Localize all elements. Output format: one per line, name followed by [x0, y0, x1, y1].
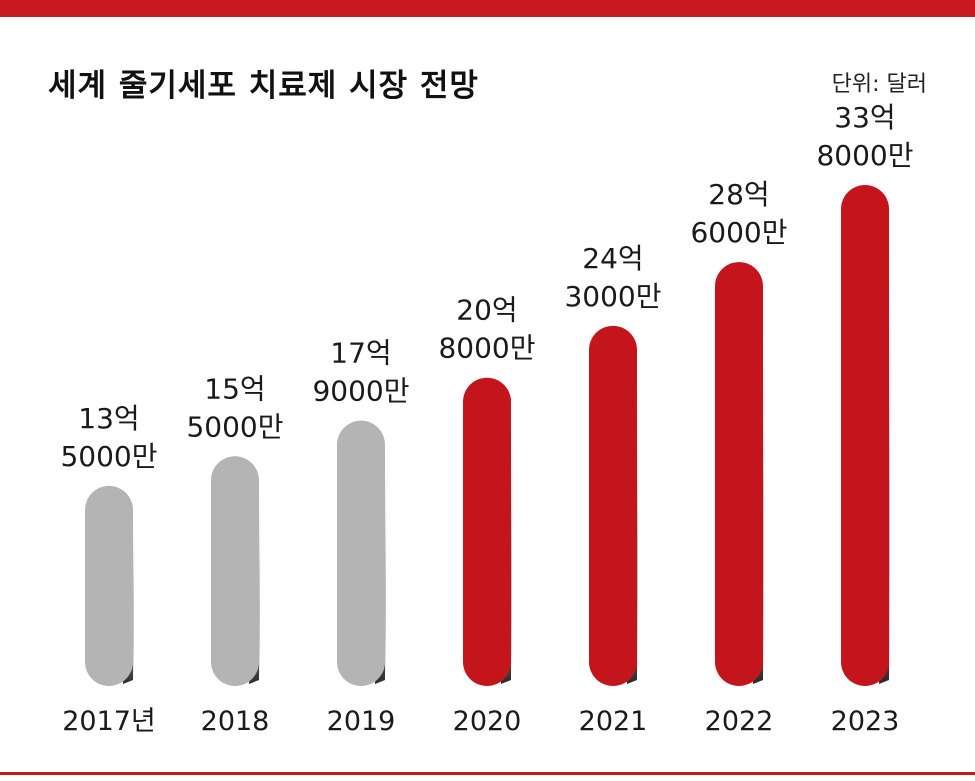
x-tick-label: 2020: [453, 706, 522, 737]
bar-2022: [715, 262, 763, 686]
x-tick-label: 2019: [327, 706, 396, 737]
bar-2020: [463, 377, 511, 686]
value-label: 28억: [708, 178, 769, 211]
chart-title: 세계 줄기세포 치료제 시장 전망: [48, 68, 479, 104]
value-label: 15억: [204, 372, 265, 405]
bar-2019: [337, 420, 385, 686]
value-label: 13억: [78, 402, 139, 435]
value-label: 5000만: [186, 410, 283, 443]
x-tick-label: 2018: [201, 706, 270, 737]
top-accent-bar: [0, 0, 975, 17]
value-label: 20억: [456, 294, 517, 327]
x-tick-label: 2022: [705, 706, 774, 737]
x-tick-label: 2017년: [62, 706, 156, 737]
value-label: 5000만: [60, 440, 157, 473]
x-tick-label: 2021: [579, 706, 648, 737]
value-label: 33억: [834, 101, 895, 134]
value-label: 6000만: [690, 216, 787, 249]
value-label: 8000만: [816, 139, 913, 172]
value-label: 24억: [582, 242, 643, 275]
bar-2018: [211, 456, 259, 686]
bar-2021: [589, 325, 637, 686]
bottom-accent-line: [0, 772, 975, 775]
unit-note: 단위: 달러: [831, 72, 927, 97]
bar-2017년: [85, 485, 133, 686]
bar-2023: [841, 185, 889, 686]
value-label: 17억: [330, 337, 391, 370]
value-label: 8000만: [438, 332, 535, 365]
value-label: 9000만: [312, 375, 409, 408]
x-tick-label: 2023: [831, 706, 900, 737]
value-label: 3000만: [564, 280, 661, 313]
